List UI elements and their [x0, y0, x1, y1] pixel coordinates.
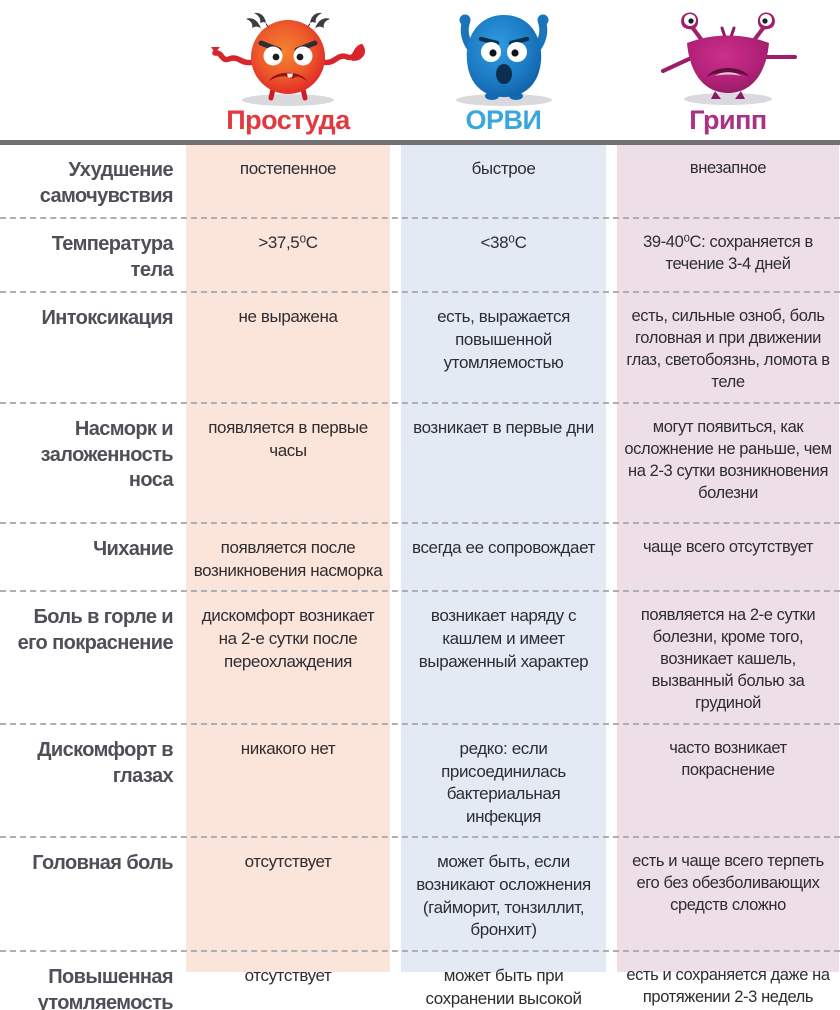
- cell-cold: >37,5⁰С: [258, 233, 318, 253]
- cell-arvi: быстрое: [471, 159, 536, 178]
- table-row: Интоксикация не выражена есть, выражаетс…: [0, 293, 840, 405]
- column-header-arvi: ОРВИ: [401, 0, 606, 140]
- row-label: Ухудшение самочувствия: [39, 159, 174, 207]
- table-row: Повышенная утомляемость отсутствует може…: [0, 952, 840, 1010]
- row-label: Головная боль: [32, 852, 173, 875]
- cell-flu: есть и чаще всего терпеть его без обезбо…: [632, 852, 824, 915]
- cell-cold: отсутствует: [244, 852, 332, 872]
- flu-germ-icon: [633, 5, 823, 107]
- column-title-arvi: ОРВИ: [465, 105, 542, 135]
- header: Простуда: [0, 0, 840, 140]
- arvi-germ-icon: [419, 5, 589, 107]
- cell-arvi: всегда ее сопровождает: [412, 538, 595, 558]
- cell-arvi: может быть, если возникают осложнения (г…: [416, 852, 591, 940]
- column-background-arvi: [401, 145, 606, 972]
- cell-flu: внезапное: [689, 159, 767, 177]
- cell-cold: отсутствует: [244, 965, 332, 985]
- cell-arvi: может быть при сохранении высокой темпер…: [425, 965, 582, 1008]
- column-header-flu: Грипп: [617, 0, 839, 140]
- column-background-flu: [617, 145, 839, 972]
- column-title-flu: Грипп: [689, 105, 767, 135]
- cell-flu: могут появиться, как осложнение не раньш…: [624, 418, 832, 502]
- column-background-cold: [186, 145, 390, 972]
- row-label: Насморк и заложенность носа: [40, 418, 174, 492]
- row-label: Температура тела: [51, 233, 174, 281]
- cell-cold: дискомфорт возникает на 2-е сутки после …: [201, 606, 375, 671]
- cell-cold: появляется после возникновения насморка: [193, 538, 383, 580]
- cell-flu: чаще всего отсутствует: [642, 538, 814, 557]
- column-header-cold: Простуда: [186, 0, 390, 140]
- table-row: Насморк и заложенность носа появляется в…: [0, 404, 840, 525]
- row-label: Повышенная утомляемость: [37, 965, 174, 1010]
- cell-arvi: редко: если присоединилась бактериальная…: [441, 739, 566, 826]
- column-title-cold: Простуда: [226, 105, 350, 135]
- cell-flu: 39-40⁰С: сохраняется в течение 3-4 дней: [643, 233, 813, 274]
- table-row: Температура тела >37,5⁰С <38⁰С 39-40⁰С: …: [0, 219, 840, 294]
- cell-cold: появляется в первые часы: [208, 418, 368, 460]
- table-row: Ухудшение самочувствия постепенное быстр…: [0, 145, 840, 220]
- cell-flu: часто возникает покраснение: [669, 739, 787, 779]
- cell-flu: есть, сильные озноб, боль головная и при…: [626, 307, 830, 392]
- table-row: Чихание появляется после возникновения н…: [0, 524, 840, 593]
- table-row: Боль в горле и его покраснение дискомфор…: [0, 592, 840, 726]
- cell-cold: не выражена: [238, 307, 338, 327]
- row-label: Боль в горле и его покраснение: [17, 606, 174, 654]
- row-label: Дискомфорт в глазах: [37, 739, 173, 787]
- cell-arvi: есть, выражается повышенной утомляемость…: [437, 307, 570, 372]
- cell-arvi: <38⁰С: [480, 233, 527, 253]
- table-row: Дискомфорт в глазах никакого нет редко: …: [0, 725, 840, 839]
- cold-germ-icon: [203, 5, 373, 107]
- row-label: Чихание: [93, 538, 174, 561]
- comparison-table: Ухудшение самочувствия постепенное быстр…: [0, 145, 840, 1010]
- row-label: Интоксикация: [41, 307, 173, 330]
- cell-flu: есть и сохраняется даже на протяжении 2-…: [626, 965, 830, 1010]
- table-rows: Ухудшение самочувствия постепенное быстр…: [0, 145, 840, 1010]
- table-row: Головная боль отсутствует может быть, ес…: [0, 838, 840, 952]
- cell-flu: появляется на 2-е сутки болезни, кроме т…: [640, 606, 816, 713]
- cell-arvi: возникает наряду с кашлем и имеет выраже…: [418, 606, 589, 671]
- cell-cold: постепенное: [239, 159, 337, 178]
- cell-arvi: возникает в первые дни: [413, 418, 594, 438]
- table-top-divider: [0, 140, 840, 145]
- cell-cold: никакого нет: [240, 739, 336, 759]
